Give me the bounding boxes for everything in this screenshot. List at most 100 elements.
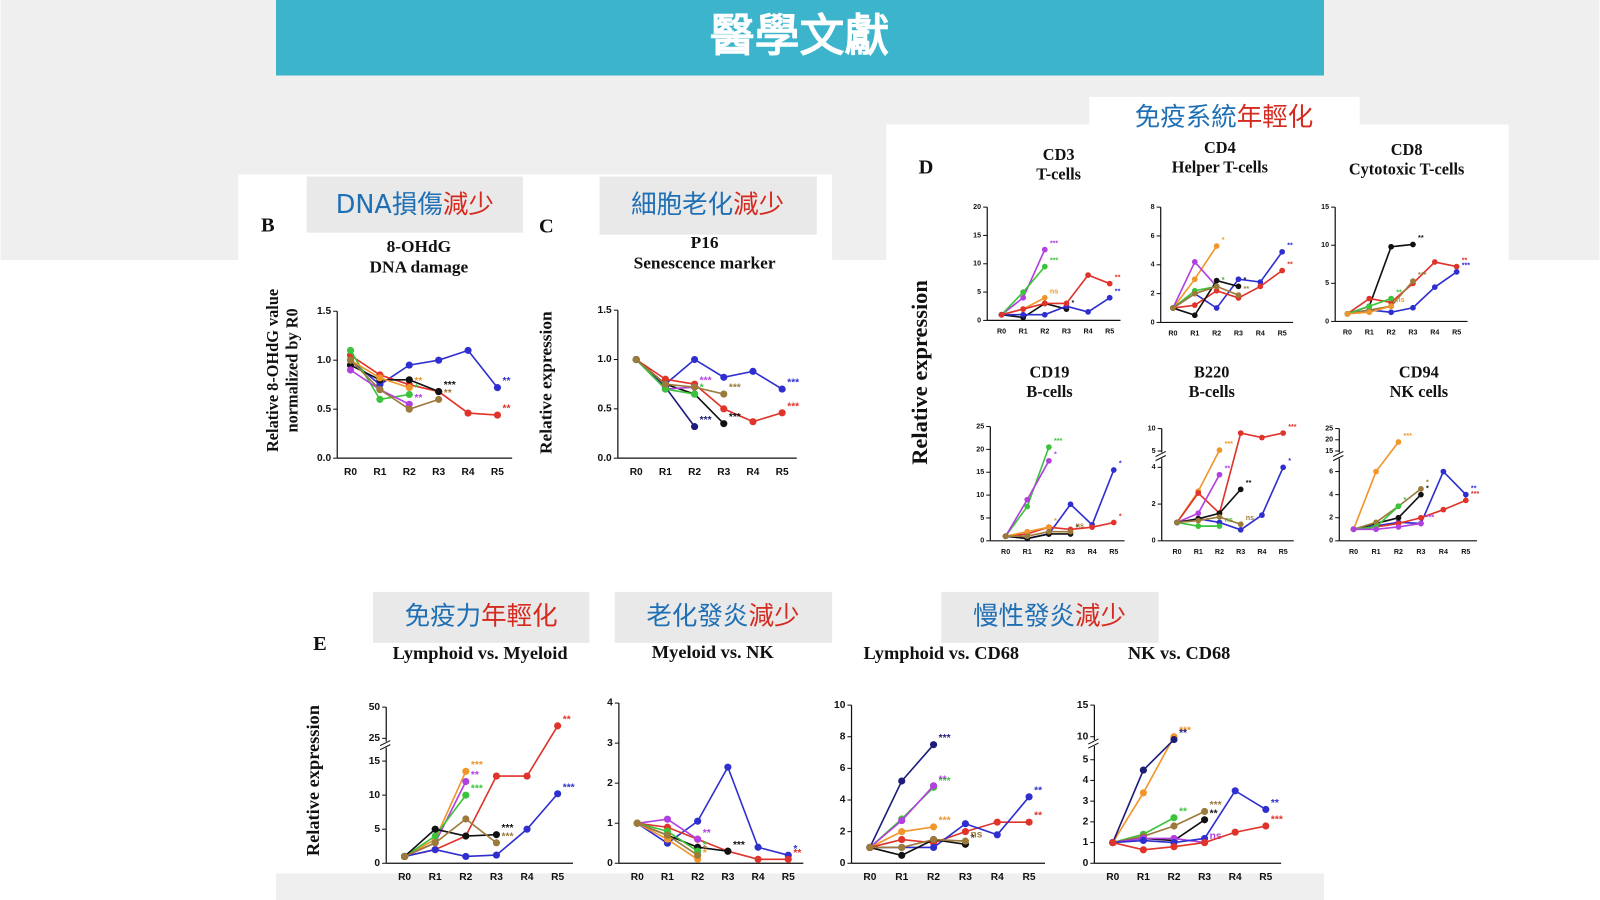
data-point	[724, 763, 732, 771]
series-line	[404, 828, 497, 858]
x-tick-label: R0	[631, 872, 644, 883]
significance-label: **	[1115, 273, 1121, 281]
data-point	[464, 346, 472, 354]
significance-label: *	[1404, 496, 1407, 504]
data-point	[1344, 310, 1351, 317]
chart-title: CD94	[1399, 363, 1439, 382]
y-tick-label: 4	[1083, 775, 1089, 786]
data-point	[1195, 517, 1202, 524]
data-point	[866, 843, 874, 852]
series-line	[1172, 285, 1239, 309]
significance-label: ***	[1210, 800, 1222, 811]
x-tick-label: R2	[1387, 329, 1396, 337]
y-tick-label: 1	[1083, 837, 1089, 848]
data-point	[1195, 490, 1202, 496]
data-point	[492, 772, 500, 780]
data-point	[1366, 295, 1373, 302]
data-point	[1170, 735, 1178, 744]
significance-label: ***	[729, 383, 741, 394]
data-point	[405, 376, 413, 384]
data-point	[1046, 528, 1052, 535]
data-point	[1262, 822, 1270, 830]
data-point	[1041, 300, 1048, 307]
data-point	[1110, 519, 1117, 526]
x-tick-label: R2	[1044, 548, 1053, 556]
data-point	[554, 790, 562, 798]
series-line	[349, 349, 499, 389]
caption-box	[941, 591, 1159, 643]
data-point	[346, 366, 355, 374]
data-point	[1041, 294, 1048, 301]
data-point	[1195, 510, 1202, 517]
data-point	[661, 385, 669, 393]
x-tick-label: R4	[521, 872, 534, 883]
series-line	[404, 817, 497, 858]
caption-box	[599, 176, 817, 235]
x-tick-label: R5	[1278, 330, 1287, 338]
x-tick-label: R5	[1109, 548, 1118, 556]
data-point	[1388, 243, 1394, 250]
significance-label: *	[1119, 460, 1122, 468]
series-line	[635, 358, 783, 423]
x-tick-label: R2	[459, 872, 472, 883]
bottom-strip	[276, 873, 1324, 900]
x-tick-label: R0	[1343, 329, 1352, 337]
data-point	[724, 847, 732, 855]
data-point	[930, 782, 938, 790]
x-tick-label: R3	[1062, 328, 1071, 336]
x-tick-label: R5	[491, 467, 504, 478]
significance-label: *	[1222, 236, 1225, 244]
data-point	[435, 356, 443, 364]
chart-title: CD8	[1391, 140, 1423, 159]
significance-label: ns	[1246, 514, 1254, 522]
series-line	[1353, 470, 1467, 531]
data-point	[1462, 491, 1469, 498]
data-point	[1085, 309, 1091, 315]
axis-break-mark	[379, 740, 391, 747]
y-tick-label: 0	[1083, 858, 1089, 869]
significance-label: ***	[787, 378, 799, 389]
y-tick-label: 0	[1152, 537, 1156, 545]
x-tick-label: R3	[1198, 872, 1211, 883]
axis-break-mark	[1155, 450, 1167, 457]
data-point	[691, 355, 699, 364]
series-line	[1172, 269, 1283, 309]
data-point	[778, 385, 786, 393]
x-tick-label: R4	[746, 467, 759, 478]
significance-label: *	[971, 833, 975, 844]
y-tick-label: 1.5	[317, 306, 331, 317]
data-point	[1170, 843, 1178, 851]
data-point	[1237, 521, 1244, 528]
x-tick-label: R5	[782, 872, 795, 883]
data-point	[1191, 276, 1198, 283]
y-tick-label: 25	[369, 733, 381, 744]
data-point	[961, 837, 969, 845]
x-tick-label: R3	[717, 467, 730, 478]
y-tick-label: 15	[1325, 447, 1333, 455]
data-point	[691, 390, 699, 398]
x-tick-label: R1	[1371, 548, 1380, 556]
x-tick-label: R2	[691, 872, 704, 883]
data-point	[749, 418, 757, 426]
data-point	[431, 825, 439, 833]
y-tick-label: 2	[1151, 290, 1155, 298]
caption: 老化發炎減少	[646, 601, 799, 631]
y-tick-label: 0	[607, 858, 613, 869]
axis-break-mark	[1332, 455, 1344, 462]
data-point	[632, 355, 640, 364]
significance-label: ***	[1426, 513, 1435, 521]
chart-subtitle: B-cells	[1189, 382, 1235, 401]
data-point	[1213, 305, 1220, 311]
significance-label: *	[1222, 276, 1225, 284]
chart-subtitle: Cytotoxic T-cells	[1349, 159, 1465, 178]
y-tick-label: 0	[980, 537, 984, 545]
caption-text: DNA損傷	[336, 190, 443, 220]
data-point	[930, 835, 938, 844]
caption-text: 慢性發炎	[973, 601, 1075, 631]
significance-label: **	[1462, 256, 1468, 264]
chart-subtitle: B-cells	[1026, 382, 1072, 401]
data-point	[1257, 283, 1264, 290]
significance-label: **	[444, 388, 452, 399]
y-tick-label: 0	[977, 316, 981, 324]
y-tick-label: 20	[1325, 436, 1333, 444]
